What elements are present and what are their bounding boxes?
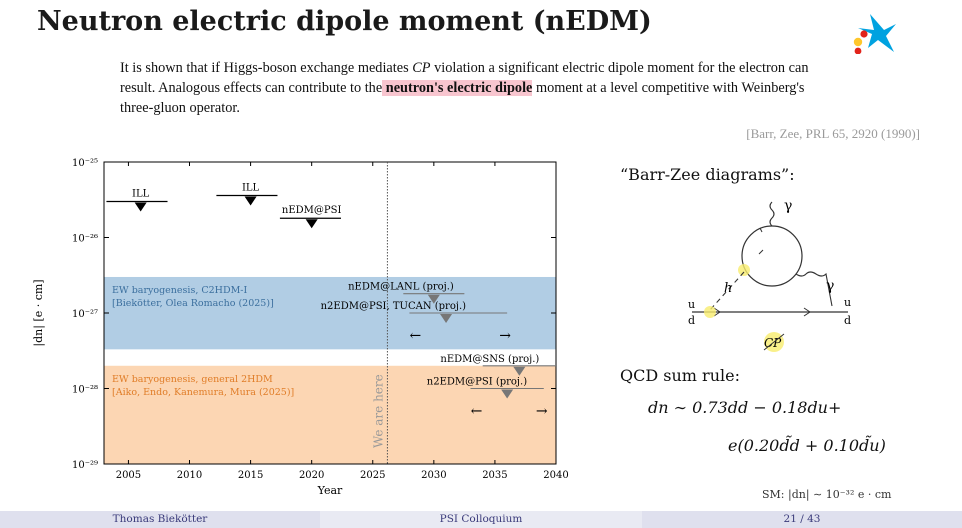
- y-tick-label-2: 10⁻²⁷: [72, 309, 98, 320]
- y-tick-label-4: 10⁻²⁹: [72, 460, 98, 471]
- footer-author: Thomas Biekötter: [0, 511, 320, 528]
- x-tick-label-6: 2035: [482, 470, 507, 481]
- projected-right-arrow-1: →: [499, 328, 511, 344]
- sm-prediction-note: SM: |dn| ∼ 10⁻³² e · cm: [762, 488, 892, 501]
- x-tick-label-1: 2010: [177, 470, 202, 481]
- projected-label-0: nEDM@LANL (proj.): [348, 282, 454, 293]
- band-ref-0: [Biekötter, Olea Romacho (2025)]: [112, 298, 274, 309]
- band-1: [104, 365, 556, 464]
- quote-text-1: It is shown that if Higgs-boson exchange…: [120, 60, 413, 76]
- measured-label-1: ILL: [242, 182, 260, 193]
- band-label-1: EW baryogenesis, general 2HDM: [112, 374, 273, 385]
- quoted-abstract: It is shown that if Higgs-boson exchange…: [120, 58, 840, 118]
- x-tick-label-7: 2040: [543, 470, 568, 481]
- y-tick-label-1: 10⁻²⁶: [72, 234, 98, 245]
- measured-marker-1: [244, 196, 257, 206]
- y-axis-label: |dn| [e · cm]: [32, 279, 46, 346]
- x-axis-label: Year: [317, 484, 343, 497]
- qcd-equation-line2: e(0.20d̃d + 0.10d̃u): [728, 436, 886, 455]
- x-tick-label-5: 2030: [421, 470, 446, 481]
- slide-title: Neutron electric dipole moment (nEDM): [37, 6, 652, 37]
- quote-highlight: neutron's electric dipole: [382, 80, 533, 96]
- quote-cp: CP: [412, 60, 431, 76]
- projected-marker-1: [440, 314, 453, 323]
- measured-label-2: nEDM@PSI: [282, 205, 342, 216]
- projected-left-arrow-1: ←: [410, 328, 422, 344]
- measured-label-0: ILL: [132, 188, 150, 199]
- gamma-top-label: γ: [784, 198, 792, 214]
- x-tick-label-2: 2015: [238, 470, 263, 481]
- projected-left-arrow-3: ←: [471, 404, 483, 420]
- d-left-label: d: [688, 314, 695, 327]
- y-tick-layer: 10⁻²⁵ 10⁻²⁶ 10⁻²⁷ 10⁻²⁸ 10⁻²⁹: [72, 158, 556, 471]
- projected-marker-0: [427, 294, 440, 304]
- footer-page: 21 / 43: [642, 511, 962, 528]
- footer-event: PSI Colloquium: [320, 511, 642, 528]
- citation: [Barr, Zee, PRL 65, 2920 (1990)]: [746, 126, 920, 141]
- x-tick-label-0: 2005: [116, 470, 141, 481]
- projected-label-3: n2EDM@PSI (proj.): [427, 377, 527, 388]
- measured-marker-2: [305, 219, 318, 229]
- x-tick-label-4: 2025: [360, 470, 385, 481]
- nedm-limits-chart: EW baryogenesis, C2HDM-I [Biekötter, Olea…: [32, 158, 569, 497]
- y-tick-label-0: 10⁻²⁵: [72, 158, 98, 169]
- band-ref-1: [Aiko, Endo, Kanemura, Mura (2025)]: [112, 387, 294, 398]
- band-layer: EW baryogenesis, C2HDM-I [Biekötter, Olea…: [104, 276, 556, 464]
- measured-marker-0: [134, 202, 147, 212]
- quote-text-2: violation a significant electric dipole …: [120, 60, 809, 96]
- projected-marker-2: [513, 366, 526, 376]
- x-tick-layer: 2005 2010 2015 2020 2025 2030 2035 2040: [116, 162, 569, 481]
- x-tick-label-3: 2020: [299, 470, 324, 481]
- y-tick-label-3: 10⁻²⁸: [72, 385, 98, 396]
- u-left-label: u: [688, 298, 695, 311]
- projected-label-2: nEDM@SNS (proj.): [440, 354, 539, 365]
- slide-footer: Thomas Biekötter PSI Colloquium 21 / 43: [0, 511, 962, 528]
- d-right-label: d: [844, 314, 851, 327]
- h-label: h: [724, 281, 732, 296]
- qcd-sum-rule-label: QCD sum rule:: [620, 366, 740, 385]
- projected-right-arrow-3: →: [536, 404, 548, 420]
- caixa-star-logo-icon: [853, 14, 896, 54]
- projected-marker-3: [501, 389, 514, 399]
- gamma-right-label: γ: [826, 278, 834, 294]
- quote-text-3: moment at a level competitive with Weinb…: [120, 80, 805, 116]
- projected-label-1: n2EDM@PSI, TUCAN (proj.): [321, 301, 467, 312]
- diagram-heading: “Barr-Zee diagrams”:: [620, 165, 795, 184]
- barr-zee-diagram: γ h γ u d u d CP: [688, 198, 851, 352]
- band-label-0: EW baryogenesis, C2HDM-I: [112, 285, 248, 296]
- we-are-here-label: We are here: [371, 374, 385, 448]
- qcd-equation-line1: dn ∼ 0.73dd − 0.18du+: [648, 398, 842, 417]
- u-right-label: u: [844, 296, 851, 309]
- marks-layer: We are here ILL ILL nEDM@PSI nEDM@LANL (proj…: [106, 162, 556, 464]
